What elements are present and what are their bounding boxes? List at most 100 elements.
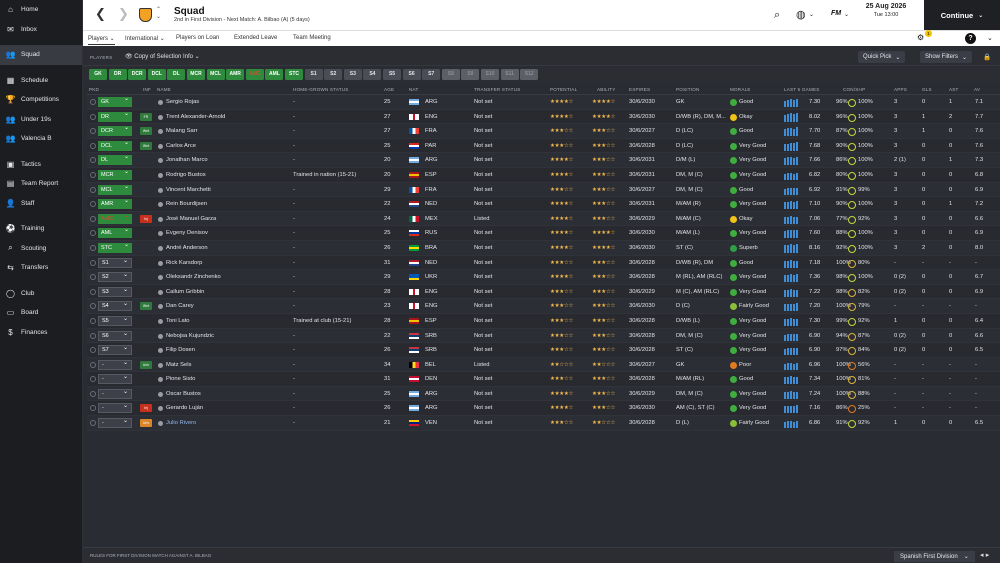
- col-morale[interactable]: MORALE: [730, 87, 751, 92]
- col-transfer-status[interactable]: TRANSFER STATUS: [474, 87, 521, 92]
- position-chip-aml[interactable]: AML: [265, 68, 284, 80]
- tab-extended-leave[interactable]: Extended Leave: [234, 35, 278, 41]
- table-row[interactable]: AML Evgeny Denisov - 25 Not set 30/6/2030 M/AM…: [87, 226, 1000, 241]
- tab-players-on-loan[interactable]: Players on Loan: [176, 35, 220, 41]
- sidebar-item-board[interactable]: ▭ Board: [0, 303, 82, 323]
- sidebar-item-competitions[interactable]: 🏆 Competitions: [0, 90, 82, 110]
- table-row[interactable]: DCR Wnt Malang Sarr - 27 Not set 30/6/2027 D (L…: [87, 124, 1000, 139]
- pkd-position-select[interactable]: -: [98, 388, 132, 399]
- select-radio[interactable]: [90, 244, 96, 251]
- col-last-5-games[interactable]: LAST 5 GAMES: [784, 87, 820, 92]
- player-name[interactable]: Filip Dosen: [166, 347, 195, 354]
- position-chip-dcr[interactable]: DCR: [128, 68, 147, 80]
- select-radio[interactable]: [90, 405, 96, 412]
- player-name[interactable]: Rick Karsdorp: [166, 259, 203, 266]
- position-chip-mcr[interactable]: MCR: [187, 68, 205, 80]
- col-pkd[interactable]: PKD: [89, 87, 100, 92]
- col-position[interactable]: POSITION: [676, 87, 700, 92]
- chevron-down-icon[interactable]: ⌄: [809, 11, 815, 18]
- select-radio[interactable]: [90, 201, 96, 208]
- pkd-position-select[interactable]: S5: [98, 315, 132, 326]
- scroll-arrows-icon[interactable]: ◂ ▸: [980, 551, 990, 559]
- player-name[interactable]: José Manuel Garza: [166, 215, 217, 222]
- pkd-position-select[interactable]: GK: [98, 95, 132, 107]
- back-arrow-icon[interactable]: ❮: [95, 7, 106, 22]
- competition-selector[interactable]: Spanish First Division ⌄: [894, 551, 975, 562]
- help-icon[interactable]: ?: [965, 33, 976, 44]
- table-row[interactable]: MCR Rodrigo Bustos Trained in nation (15-2…: [87, 167, 1000, 183]
- globe-icon[interactable]: ◍: [796, 8, 806, 21]
- select-radio[interactable]: [90, 303, 96, 310]
- player-name[interactable]: Julio Rivero: [166, 420, 197, 427]
- table-row[interactable]: - Oscar Bustos - 25 Not set 30/6/2029 DM, M (C…: [87, 386, 1000, 402]
- sidebar-item-finances[interactable]: $ Finances: [0, 323, 82, 343]
- sidebar-item-schedule[interactable]: ▦ Schedule: [0, 71, 82, 91]
- col-name[interactable]: NAME: [157, 87, 172, 92]
- select-radio[interactable]: [90, 390, 96, 397]
- select-radio[interactable]: [90, 274, 96, 281]
- table-row[interactable]: S2 Oleksandr Zinchenko - 29 Not set 30/6/2028…: [87, 270, 1000, 285]
- position-chip-dl[interactable]: DL: [167, 68, 186, 80]
- player-name[interactable]: Vincent Marchetti: [166, 186, 211, 193]
- chevron-down-icon[interactable]: ⌄: [987, 34, 993, 42]
- page-subtitle[interactable]: 2nd in First Division - Next Match: A. B…: [174, 17, 310, 23]
- col-ability[interactable]: ABILITY: [597, 87, 616, 92]
- player-name[interactable]: Evgeny Denisov: [166, 230, 208, 237]
- player-name[interactable]: Rein Bourdijsen: [166, 201, 207, 208]
- select-radio[interactable]: [90, 171, 96, 178]
- pkd-position-select[interactable]: MCL: [98, 183, 132, 195]
- sidebar-item-transfers[interactable]: ⇆ Transfers: [0, 258, 82, 278]
- table-row[interactable]: S1 Rick Karsdorp - 31 Not set 30/6/2028 D/WB (…: [87, 255, 1000, 271]
- col-potential[interactable]: POTENTIAL: [550, 87, 578, 92]
- pkd-position-select[interactable]: AML: [98, 226, 132, 239]
- position-chip-s8[interactable]: S8: [441, 68, 460, 80]
- table-row[interactable]: DR FR Trent Alexander-Arnold - 27 Not set 30/6…: [87, 109, 1000, 125]
- sidebar-item-team-report[interactable]: ▤ Team Report: [0, 174, 82, 194]
- quick-pick-button[interactable]: Quick Pick ⌄: [858, 51, 906, 63]
- fm-menu-button[interactable]: FM: [831, 10, 842, 17]
- search-icon[interactable]: ⌕: [774, 8, 781, 21]
- col-con-shp[interactable]: CON/SHP: [843, 87, 866, 92]
- select-radio[interactable]: [90, 215, 96, 222]
- col-apps[interactable]: APPS: [894, 87, 908, 92]
- sidebar-item-training[interactable]: ⚽ Training: [0, 219, 82, 239]
- pkd-position-select[interactable]: S3: [98, 286, 132, 297]
- up-down-icon[interactable]: ⌃ ⌄: [156, 6, 162, 20]
- select-radio[interactable]: [90, 128, 96, 135]
- pkd-position-select[interactable]: S6: [98, 330, 132, 341]
- table-row[interactable]: MCL Vincent Marchetti - 29 Not set 30/6/2027 D…: [87, 182, 1000, 198]
- player-name[interactable]: Oleksandr Zinchenko: [166, 274, 221, 281]
- table-row[interactable]: DCL Wnt Carlos Arce - 25 Not set 30/6/2028 D (L…: [87, 138, 1000, 154]
- player-name[interactable]: Nebojsa Kujundzic: [166, 332, 215, 339]
- view-selector[interactable]: 👁 Copy of Selection Info ⌄: [125, 54, 200, 60]
- chevron-down-icon[interactable]: ⌄: [844, 11, 850, 18]
- pkd-position-select[interactable]: DCL: [98, 139, 132, 151]
- player-name[interactable]: Dan Carey: [166, 303, 194, 310]
- select-radio[interactable]: [90, 332, 96, 339]
- select-radio[interactable]: [90, 157, 96, 164]
- position-chip-mcl[interactable]: MCL: [206, 68, 225, 80]
- match-rules-label[interactable]: RULES FOR FIRST DIVISION MATCH AGAINST A…: [90, 553, 212, 558]
- pkd-position-select[interactable]: AMC: [98, 212, 132, 224]
- pkd-position-select[interactable]: DR: [98, 110, 132, 122]
- position-chip-s1[interactable]: S1: [304, 68, 323, 80]
- pkd-position-select[interactable]: DL: [98, 153, 132, 166]
- pkd-position-select[interactable]: -: [98, 373, 132, 385]
- table-row[interactable]: DL Jonathan Marco - 20 Not set 30/6/2031 D/M (…: [87, 153, 1000, 168]
- tab-players[interactable]: Players ⌄: [88, 35, 115, 45]
- position-chip-dcl[interactable]: DCL: [147, 68, 166, 80]
- table-row[interactable]: AMR Rein Bourdijsen - 22 Not set 30/6/2031 M/A…: [87, 197, 1000, 212]
- sidebar-item-squad[interactable]: 👥 Squad: [0, 45, 82, 65]
- table-row[interactable]: GK Sergio Rojas - 25 Not set 30/6/2030 GK Good 7…: [87, 95, 1000, 110]
- pkd-position-select[interactable]: -: [98, 359, 132, 370]
- sidebar-item-inbox[interactable]: ✉ Inbox: [0, 20, 82, 40]
- select-radio[interactable]: [90, 186, 96, 193]
- position-chip-s5[interactable]: S5: [383, 68, 401, 80]
- pkd-position-select[interactable]: STC: [98, 241, 132, 253]
- position-chip-gk[interactable]: GK: [89, 68, 107, 80]
- player-name[interactable]: Sergio Rojas: [166, 99, 200, 105]
- sidebar-item-scouting[interactable]: ⌕ Scouting: [0, 239, 82, 259]
- table-row[interactable]: - Pione Sisto - 31 Not set 30/6/2028 M/AM (RL)…: [87, 372, 1000, 387]
- player-name[interactable]: Rodrigo Bustos: [166, 171, 206, 178]
